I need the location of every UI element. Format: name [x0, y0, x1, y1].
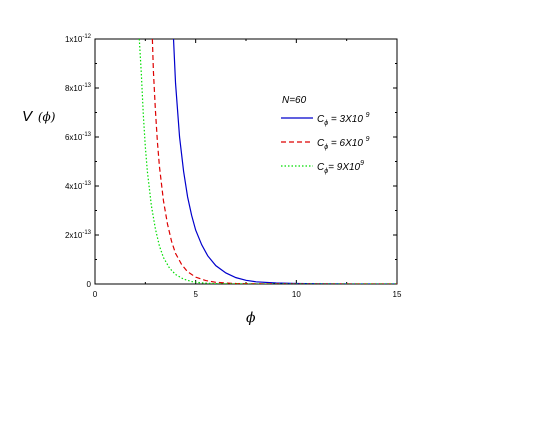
y-tick-exponent: -13	[82, 181, 91, 187]
y-tick-label: 0	[87, 280, 92, 289]
x-axis-label: ϕ	[246, 310, 256, 326]
legend-label-3: Cϕ= 9X109	[317, 160, 364, 175]
y-tick-base: 1x10	[65, 35, 83, 44]
y-tick-base: 2x10	[65, 231, 83, 240]
legend-label-1: Cϕ = 3X10 9	[317, 112, 370, 127]
y-tick-exponent: -13	[82, 132, 91, 138]
y-tick-exponent: -13	[82, 83, 91, 89]
y-tick-label: 2x10-13	[65, 230, 92, 240]
y-tick-label: 1x10-12	[65, 34, 92, 44]
y-tick-label: 4x10-13	[65, 181, 92, 191]
x-tick-label: 10	[292, 290, 301, 299]
legend: Cϕ = 3X10 9 Cϕ = 6X10 9 Cϕ= 9X109	[281, 112, 370, 175]
y-axis-label: V (ϕ)	[22, 108, 56, 125]
y-tick-exponent: -12	[82, 34, 91, 40]
y-tick-base: 8x10	[65, 84, 83, 93]
y-tick-base: 0	[87, 280, 92, 289]
x-tick-label: 15	[393, 290, 402, 299]
series-line-1	[172, 39, 397, 284]
legend-label-2: Cϕ = 6X10 9	[317, 136, 370, 151]
annotation-n: N=60	[282, 95, 307, 106]
x-tick-label: 0	[93, 290, 98, 299]
y-tick-label: 6x10-13	[65, 132, 92, 142]
x-tick-label: 5	[193, 290, 198, 299]
series-line-2	[151, 39, 397, 284]
y-axis-label-arg: ϕ	[43, 110, 51, 124]
x-axis-ticks: 0 5 10 15	[93, 39, 402, 299]
series-lines	[138, 39, 397, 284]
y-tick-label: 8x10-13	[65, 83, 92, 93]
y-tick-base: 6x10	[65, 133, 83, 142]
y-tick-exponent: -13	[82, 230, 91, 236]
y-tick-base: 4x10	[65, 182, 83, 191]
series-line-3	[138, 39, 397, 284]
